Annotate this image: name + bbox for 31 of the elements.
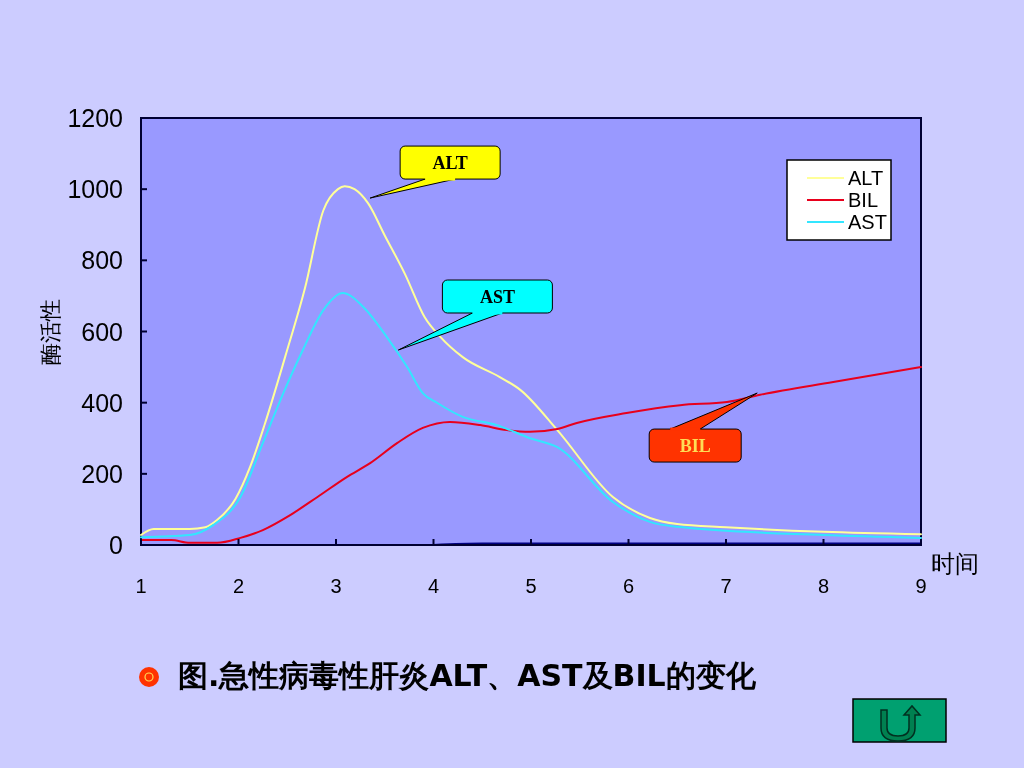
x-axis-title: 时间 [931,550,979,578]
y-tick-label: 0 [109,531,123,559]
legend-label: BIL [848,189,879,211]
x-tick-label: 4 [427,575,440,597]
legend-label: AST [848,211,887,233]
legend-label: ALT [848,167,884,189]
line-series [140,366,922,544]
x-tick-label: 8 [817,575,830,597]
annotation: ALT [432,153,468,174]
x-tick-label: 5 [525,575,537,597]
line-series [140,185,922,537]
y-tick-label: 400 [81,388,123,417]
y-tick-label: 200 [81,459,123,488]
annotation: BIL [679,436,711,457]
x-tick-label: 2 [232,575,245,597]
callout: BIL [648,392,758,463]
y-tick-label: 600 [81,317,123,346]
text: 图.急性病毒性肝炎ALT、AST及BIL的变化 [178,658,757,693]
line-series [140,292,922,539]
y-tick-label: 800 [81,246,123,275]
x-tick-label: 9 [915,575,927,597]
x-tick-label: 7 [720,575,732,597]
y-tick-label: 1200 [67,104,123,132]
y-tick-label: 1000 [67,175,123,204]
callout: AST [397,279,553,351]
y-axis-title: 酶活性 [38,298,63,365]
callout: ALT [369,145,501,199]
x-tick-label: 1 [135,575,147,597]
annotation: AST [479,287,515,307]
x-tick-label: 3 [330,575,342,597]
x-tick-label: 6 [622,575,635,597]
